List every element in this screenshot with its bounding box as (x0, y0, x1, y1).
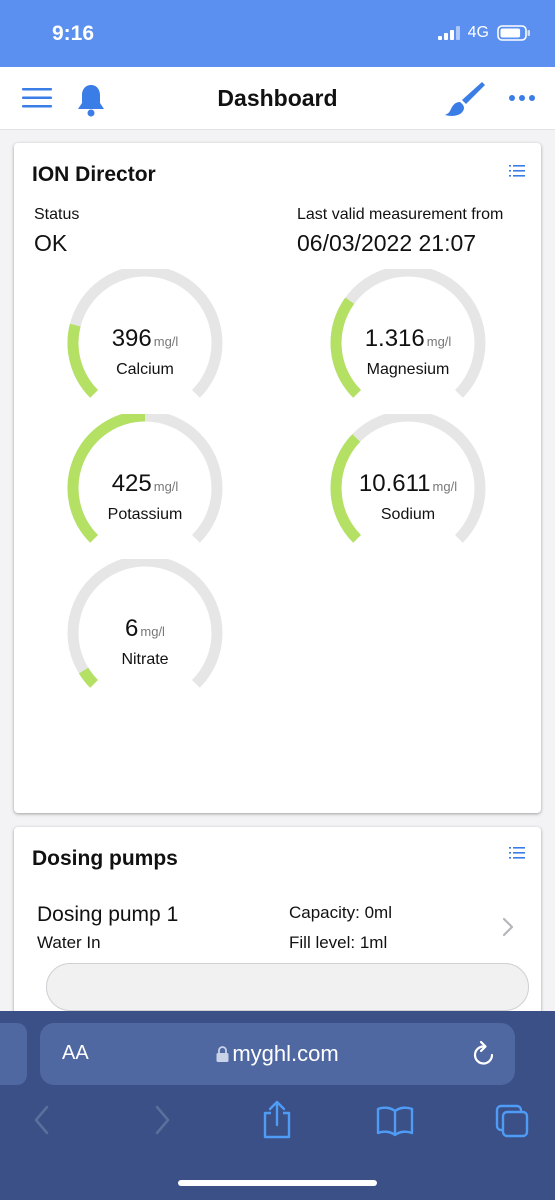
text-size-button[interactable]: AA (62, 1042, 89, 1064)
gauge-label: Calcium (116, 361, 174, 378)
dosing-pumps-card: Dosing pumps Dosing pump 1 Water In Capa… (14, 827, 541, 1027)
gauge-sodium: 10.611 mg/l Sodium (323, 414, 493, 564)
list-icon[interactable] (509, 164, 525, 178)
gauge-fill (67, 323, 99, 398)
gauge-magnesium: 1.316 mg/l Magnesium (323, 269, 493, 419)
browser-toolbar: AA myghl.com (0, 1011, 555, 1200)
ion-director-title: ION Director (32, 163, 156, 186)
gauge-label: Nitrate (121, 651, 169, 668)
gauge-nitrate: 6 mg/l Nitrate (60, 559, 230, 709)
lock-icon (216, 1046, 229, 1062)
gauge-fill (78, 667, 99, 688)
paintbrush-icon[interactable] (444, 80, 486, 118)
ion-director-card: ION Director Status OK Last valid measur… (14, 143, 541, 813)
gauge-value: 425 (111, 470, 152, 497)
status-time: 9:16 (52, 22, 95, 45)
gauge-label: Sodium (380, 506, 436, 523)
chevron-right-icon[interactable] (502, 917, 514, 937)
url-label: myghl.com (232, 1041, 339, 1066)
gauge-fill (67, 414, 146, 543)
gauge-unit: mg/l (426, 334, 452, 349)
gauge-fill (330, 434, 362, 543)
page-title: Dashboard (217, 85, 338, 111)
reload-icon[interactable] (471, 1040, 497, 1068)
gauge-calcium: 396 mg/l Calcium (60, 269, 230, 419)
list-icon[interactable] (509, 846, 525, 860)
url-text[interactable]: myghl.com (40, 1041, 515, 1067)
gauge-potassium: 425 mg/l Potassium (60, 414, 230, 564)
measurement-value: 06/03/2022 21:07 (297, 230, 477, 256)
gauge-value: 1.316 (364, 325, 425, 352)
gauge-unit: mg/l (153, 334, 179, 349)
dosing-pumps-title: Dosing pumps (32, 847, 178, 870)
top-nav-bar: Dashboard (0, 67, 555, 130)
gauge-unit: mg/l (153, 479, 179, 494)
gauge-fill (330, 297, 362, 398)
measurement-label: Last valid measurement from (297, 206, 504, 223)
share-icon[interactable] (260, 1099, 294, 1139)
network-label: 4G (467, 24, 489, 41)
status-label: Status (34, 206, 80, 223)
gauge-value: 10.611 (358, 470, 431, 497)
gauge-label: Potassium (107, 506, 183, 523)
tabs-icon[interactable] (494, 1103, 530, 1139)
previous-tab[interactable] (0, 1023, 27, 1085)
forward-icon[interactable] (150, 1103, 174, 1137)
bookmarks-icon[interactable] (376, 1105, 414, 1137)
pump-name[interactable]: Dosing pump 1 (37, 903, 179, 926)
more-options-icon[interactable] (508, 94, 536, 102)
pump-fill-level: Fill level: 1ml (289, 933, 388, 952)
gauge-value: 6 (125, 615, 139, 642)
gauge-label: Magnesium (366, 361, 450, 378)
bell-icon[interactable] (76, 83, 106, 117)
battery-icon (497, 25, 530, 41)
signal-icon (437, 26, 460, 40)
gauge-track (67, 559, 223, 688)
pump-subtitle: Water In (37, 933, 101, 952)
back-icon[interactable] (30, 1103, 54, 1137)
gauge-value: 396 (111, 325, 152, 352)
status-value: OK (34, 230, 68, 256)
pump-fill-bar (46, 963, 529, 1011)
status-bar: 9:16 4G (0, 0, 555, 67)
gauge-unit: mg/l (140, 624, 165, 639)
gauge-unit: mg/l (432, 479, 458, 494)
address-bar[interactable]: AA myghl.com (40, 1023, 515, 1085)
status-indicators: 4G (437, 24, 531, 42)
home-indicator (178, 1180, 377, 1186)
menu-icon[interactable] (22, 88, 52, 108)
pump-capacity: Capacity: 0ml (289, 903, 392, 922)
